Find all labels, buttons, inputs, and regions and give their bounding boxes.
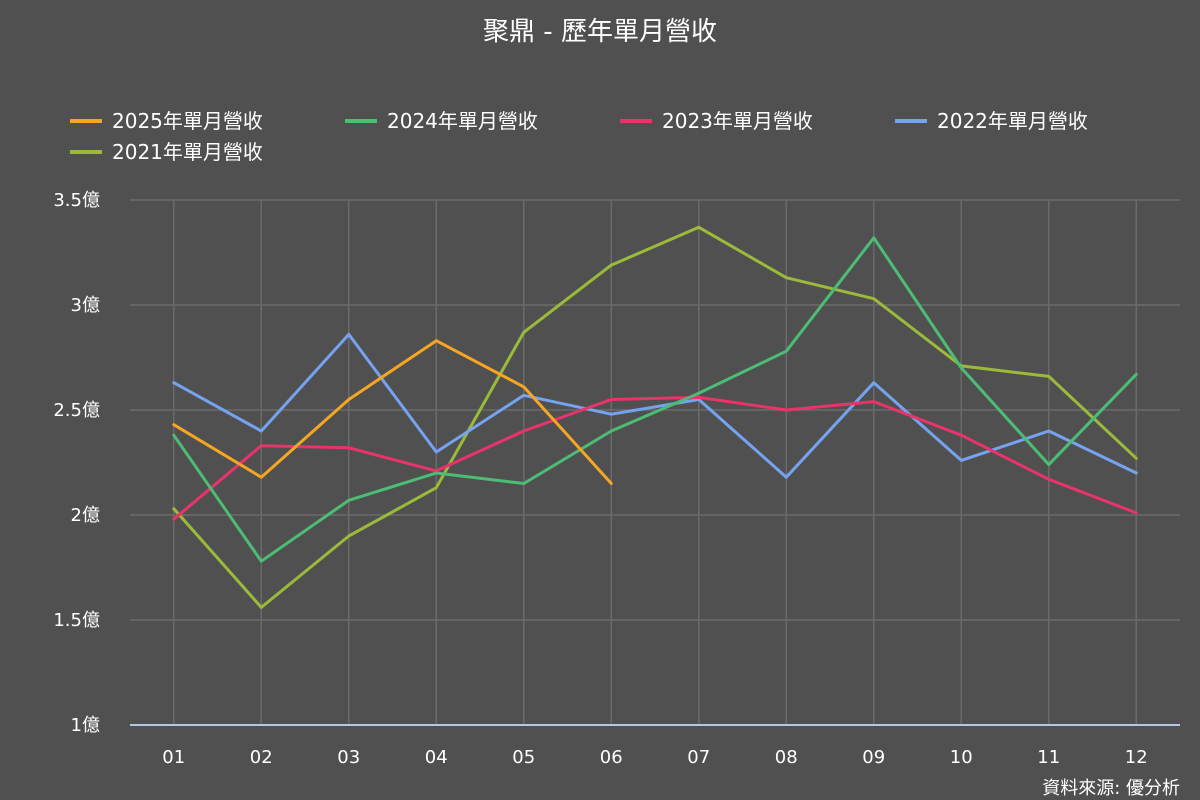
source-note: 資料來源: 優分析 [1042,778,1180,799]
series-line-2024年單月營收 [172,236,1138,563]
y-tick-label: 1.5億 [53,610,100,631]
series-line-2023年單月營收 [172,395,1138,521]
legend-label: 2024年單月營收 [387,109,538,133]
grid-lines [130,199,1180,725]
x-tick-label: 08 [775,747,798,768]
y-tick-label: 2.5億 [53,400,100,421]
chart-title: 聚鼎 - 歷年單月營收 [483,17,717,47]
legend-label: 2023年單月營收 [662,109,813,133]
series-line-2025年單月營收 [172,339,613,485]
legend: 2025年單月營收 2024年單月營收 2023年單月營收 2022年單月營收 2021… [70,109,1088,164]
x-tick-label: 04 [425,747,448,768]
x-tick-label: 06 [600,747,623,768]
x-tick-label: 01 [162,747,185,768]
x-tick-label: 02 [250,747,273,768]
x-tick-label: 07 [687,747,710,768]
axes: 1億 1.5億 2億 2.5億 3億 3.5億 01 02 03 04 05 06 07 08 09 10 11… [53,190,1180,768]
y-tick-label: 1億 [71,715,100,736]
x-tick-label: 11 [1037,747,1060,768]
legend-label: 2021年單月營收 [112,140,263,164]
x-tick-label: 05 [512,747,535,768]
x-tick-label: 12 [1125,747,1148,768]
series-line-2021年單月營收 [172,225,1138,609]
y-tick-label: 3.5億 [53,190,100,211]
legend-label: 2025年單月營收 [112,109,263,133]
y-tick-label: 2億 [71,505,100,526]
y-tick-label: 3億 [71,295,100,316]
legend-label: 2022年單月營收 [937,109,1088,133]
x-tick-label: 10 [950,747,973,768]
series-lines [172,225,1138,609]
x-tick-label: 09 [862,747,885,768]
series-line-2022年單月營收 [172,332,1138,479]
x-tick-label: 03 [337,747,360,768]
